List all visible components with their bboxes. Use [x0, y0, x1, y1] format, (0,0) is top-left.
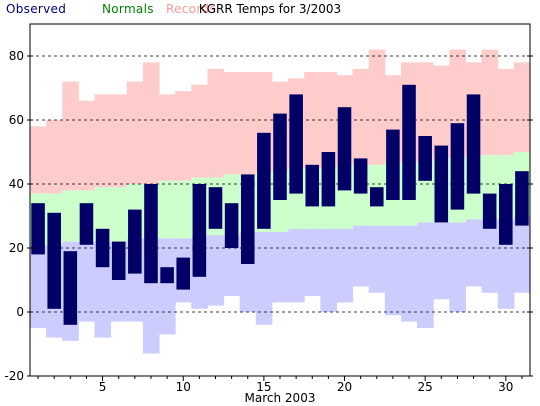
- record-high-bar: [62, 81, 79, 191]
- x-axis-label: March 2003: [245, 391, 316, 405]
- record-low-bar: [288, 228, 305, 303]
- record-low-bar: [255, 232, 273, 325]
- observed-bar: [289, 94, 303, 194]
- x-tick-label: 25: [418, 380, 433, 394]
- normal-bar: [94, 187, 112, 242]
- normal-bar: [175, 180, 192, 239]
- record-high-bar: [142, 62, 160, 184]
- observed-bar: [402, 84, 416, 200]
- observed-bar: [111, 241, 126, 280]
- record-high-bar: [175, 91, 192, 181]
- record-low-bar: [449, 222, 466, 312]
- legend-records: Records: [166, 2, 216, 16]
- legend-normals: Normals: [102, 2, 154, 16]
- observed-bars-group: [31, 84, 529, 325]
- y-tick-label: 80: [9, 49, 24, 63]
- y-tick-label: 60: [9, 113, 24, 127]
- observed-bar: [31, 203, 45, 255]
- record-high-bar: [320, 72, 337, 168]
- record-high-bar: [368, 49, 386, 165]
- observed-bar: [337, 107, 352, 191]
- record-high-bar: [191, 84, 208, 178]
- observed-bar: [95, 228, 110, 268]
- record-low-bar: [513, 216, 531, 293]
- observed-bar: [160, 267, 174, 284]
- normal-bar: [110, 187, 128, 242]
- observed-bar: [515, 171, 529, 226]
- chart-title: KGRR Temps for 3/2003: [198, 2, 342, 16]
- record-low-bar: [417, 222, 434, 328]
- record-low-bar: [78, 241, 96, 322]
- observed-bar: [128, 209, 142, 274]
- y-tick-label: 40: [9, 177, 24, 191]
- record-low-bar: [223, 235, 241, 296]
- record-low-bar: [352, 225, 370, 287]
- record-high-bar: [481, 49, 499, 156]
- normal-bar: [62, 190, 79, 242]
- normal-bar: [159, 180, 176, 239]
- observed-bar: [418, 136, 432, 181]
- observed-bar: [434, 145, 449, 223]
- observed-bar: [47, 212, 61, 309]
- record-high-bar: [207, 68, 225, 178]
- record-low-bar: [207, 235, 225, 306]
- observed-bar: [257, 132, 271, 229]
- observed-bar: [79, 203, 94, 245]
- record-low-bar: [481, 219, 499, 293]
- axes: -20 0 20 40 60 80 5 10 15 20 25 30: [4, 49, 533, 394]
- record-high-bar: [159, 94, 176, 181]
- record-low-bar: [320, 228, 337, 312]
- legend-observed: Observed: [6, 2, 67, 16]
- observed-bar: [63, 251, 78, 325]
- chart-header: Observed Normals Records KGRR Temps for …: [0, 2, 540, 18]
- x-tick-label: 15: [256, 380, 271, 394]
- record-low-bar: [433, 222, 450, 300]
- observed-bar: [305, 164, 320, 207]
- observed-bar: [224, 203, 239, 248]
- observed-bar: [273, 113, 287, 200]
- record-low-bar: [368, 225, 386, 293]
- record-low-bar: [384, 225, 402, 316]
- record-low-bar: [159, 238, 176, 335]
- record-low-bar: [465, 219, 483, 287]
- x-tick-label: 20: [337, 380, 352, 394]
- record-low-bar: [271, 232, 289, 303]
- observed-bar: [176, 257, 190, 290]
- x-tick-label: 10: [176, 380, 191, 394]
- y-tick-label: 20: [9, 241, 24, 255]
- record-high-bar: [78, 100, 96, 191]
- observed-bar: [450, 123, 465, 210]
- observed-bar: [240, 174, 255, 264]
- observed-bar: [144, 184, 158, 284]
- y-tick-label: -20: [4, 369, 24, 383]
- record-high-bar: [30, 126, 47, 194]
- record-high-bar: [110, 94, 128, 188]
- record-high-bar: [433, 65, 450, 159]
- record-low-bar: [30, 244, 47, 328]
- x-tick-label: 5: [99, 380, 107, 394]
- record-low-bar: [304, 228, 321, 296]
- observed-bar: [386, 129, 400, 200]
- record-high-bar: [513, 62, 531, 152]
- record-high-bar: [126, 81, 144, 184]
- record-low-bar: [400, 225, 418, 322]
- observed-bar: [353, 158, 368, 194]
- record-high-bar: [94, 94, 112, 188]
- record-high-bar: [352, 68, 370, 165]
- observed-bar: [466, 94, 481, 194]
- record-high-bar: [223, 72, 241, 175]
- observed-bar: [482, 193, 497, 229]
- record-high-bar: [46, 120, 63, 194]
- record-high-bar: [497, 68, 515, 156]
- observed-bar: [370, 187, 384, 207]
- observed-bar: [208, 187, 223, 229]
- observed-bar: [321, 152, 336, 207]
- record-high-bar: [239, 72, 257, 175]
- observed-bar: [192, 184, 207, 277]
- record-low-bar: [336, 228, 354, 303]
- x-tick-label: 30: [498, 380, 513, 394]
- y-tick-label: 0: [16, 305, 24, 319]
- observed-bar: [499, 184, 513, 245]
